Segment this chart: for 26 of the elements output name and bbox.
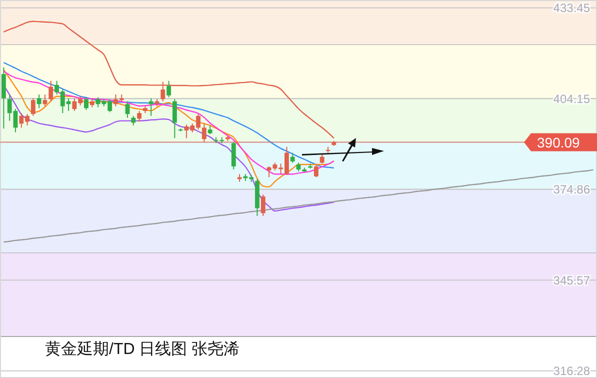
candlestick <box>202 123 206 143</box>
y-tick-label: 404.15 <box>553 92 590 106</box>
candlestick <box>131 115 136 126</box>
candlestick <box>166 80 171 98</box>
candlestick <box>290 152 295 164</box>
candlestick <box>160 81 166 102</box>
candlestick <box>42 94 48 107</box>
y-tick-label: 345.57 <box>553 273 590 288</box>
y-tick-label: 374.86 <box>553 182 590 197</box>
candlestick <box>84 96 88 110</box>
candlestick <box>148 98 154 116</box>
candlestick <box>260 194 266 216</box>
candlestick <box>231 142 236 170</box>
candlestick <box>48 80 54 102</box>
line-series <box>3 169 594 243</box>
candlestick <box>314 164 318 178</box>
candlestick <box>36 94 42 109</box>
candlestick <box>137 110 142 122</box>
candlestick <box>172 98 177 139</box>
line-series <box>3 20 334 139</box>
candlestick <box>30 98 36 116</box>
y-tick-label: 316.28 <box>553 364 590 378</box>
candlestick <box>125 100 130 118</box>
text: 黄金延期/TD 日线图 张尧浠 <box>45 340 240 358</box>
y-tick-label: 433.45 <box>553 1 590 16</box>
ref-line-label: 390.09 <box>537 134 580 150</box>
